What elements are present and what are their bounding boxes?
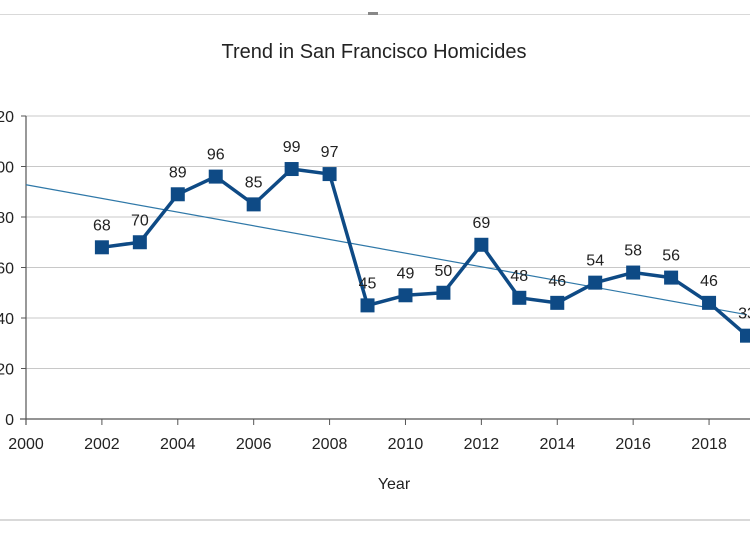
data-label: 58 — [624, 243, 642, 260]
series-line — [101, 167, 749, 337]
data-labels: 68 70 89 96 85 99 97 45 49 50 69 48 46 54 58 56 46 33 — [93, 139, 750, 323]
data-point-marker — [588, 275, 603, 290]
data-point-marker — [626, 265, 641, 280]
trendline — [25, 184, 748, 316]
x-tick-label: 2006 — [236, 436, 272, 453]
x-tick-label: 2002 — [84, 436, 120, 453]
data-label: 89 — [169, 164, 187, 181]
data-point-marker — [208, 169, 223, 184]
x-tick-label: 2012 — [464, 436, 500, 453]
data-point-marker — [664, 270, 679, 285]
data-label: 96 — [207, 147, 225, 164]
data-label: 54 — [586, 253, 604, 270]
data-label: 70 — [131, 212, 149, 229]
chart-title: Trend in San Francisco Homicides — [222, 41, 527, 63]
data-label: 68 — [93, 217, 111, 234]
data-point-marker — [702, 295, 717, 310]
x-tick-label: 2010 — [388, 436, 424, 453]
data-point-marker — [436, 285, 451, 300]
y-tick-label: 40 — [0, 311, 14, 328]
data-label: 45 — [359, 275, 377, 292]
data-point-marker — [550, 295, 565, 310]
y-tick-label: 60 — [0, 261, 14, 278]
data-label: 46 — [548, 273, 566, 290]
data-point-marker — [512, 290, 527, 305]
y-tick-label: 100 — [0, 160, 14, 177]
data-label: 46 — [700, 273, 718, 290]
trendline-layer — [25, 184, 748, 316]
x-tick-label: 2008 — [312, 436, 348, 453]
data-label: 99 — [283, 139, 301, 156]
data-point-marker — [740, 328, 750, 343]
y-tick-label: 20 — [0, 362, 14, 379]
y-tick-label: 80 — [0, 210, 14, 227]
data-point-marker — [132, 235, 147, 250]
top-handle — [368, 12, 378, 15]
data-label: 33 — [738, 306, 750, 323]
data-label: 85 — [245, 174, 263, 191]
data-point-marker — [284, 162, 299, 177]
data-label: 48 — [510, 268, 528, 285]
data-point-marker — [246, 197, 261, 212]
y-tick-label: 120 — [0, 109, 14, 126]
data-point-marker — [94, 240, 109, 255]
data-point-marker — [474, 237, 489, 252]
bottom-divider — [0, 519, 750, 521]
x-tick-label: 2016 — [615, 436, 651, 453]
data-point-marker — [360, 298, 375, 313]
data-point-marker — [322, 167, 337, 182]
data-label: 50 — [435, 263, 453, 280]
axes: 0 20 40 60 80 100 120 2000 2002 2004 2006 2008 2010 2… — [0, 109, 750, 453]
data-label: 97 — [321, 144, 339, 161]
data-point-marker — [398, 288, 413, 303]
x-axis-title: Year — [378, 476, 411, 493]
data-label: 49 — [397, 265, 415, 282]
x-tick-label: 2018 — [691, 436, 727, 453]
x-tick-label: 2004 — [160, 436, 196, 453]
data-label: 56 — [662, 248, 680, 265]
data-point-marker — [170, 187, 185, 202]
y-tick-label: 0 — [5, 412, 14, 429]
x-tick-label: 2014 — [539, 436, 575, 453]
series-layer — [94, 162, 750, 343]
data-label: 69 — [472, 215, 490, 232]
x-tick-label: 2000 — [8, 436, 44, 453]
gridlines — [26, 115, 750, 369]
